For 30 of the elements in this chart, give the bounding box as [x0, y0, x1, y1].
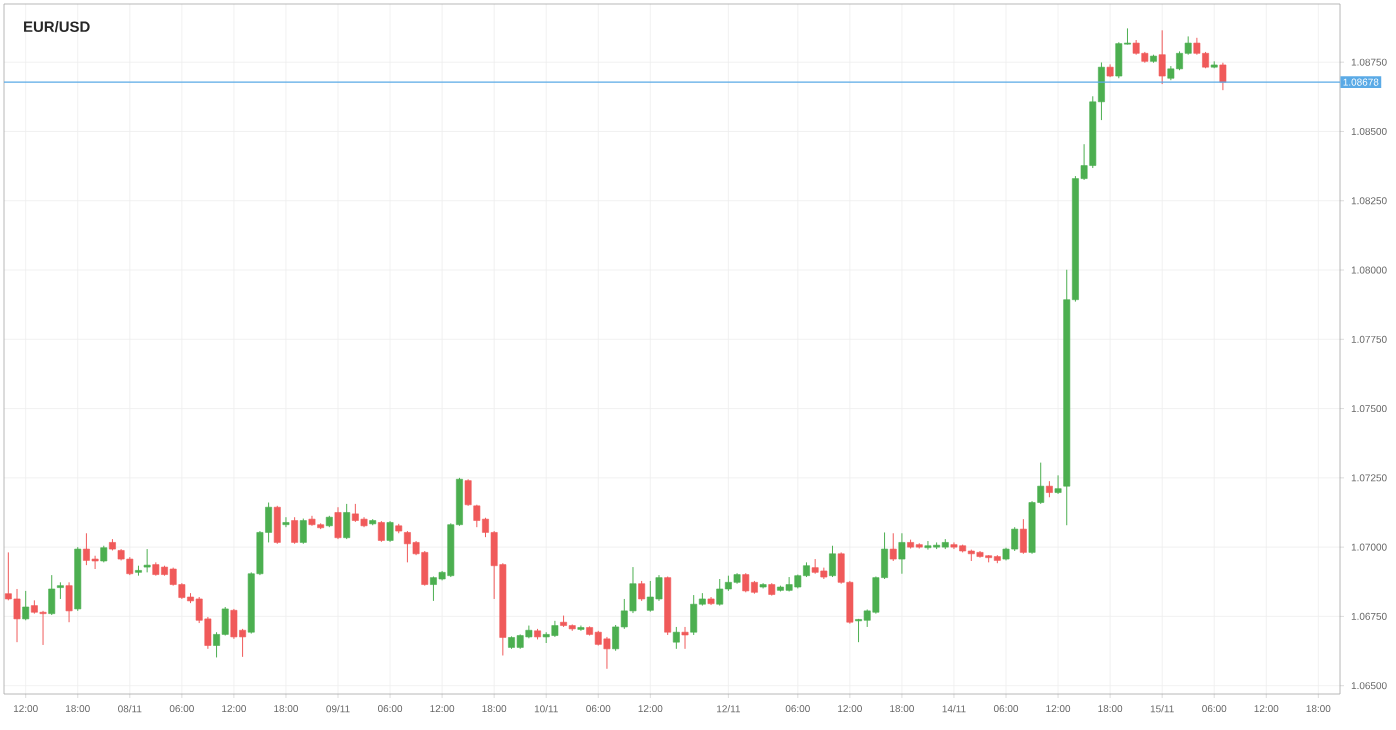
candlestick: [638, 580, 646, 602]
candlestick: [39, 610, 47, 646]
candlestick: [1115, 41, 1123, 79]
candlestick: [22, 590, 30, 621]
candlestick: [829, 545, 836, 578]
candlestick: [48, 574, 56, 616]
candlestick: [13, 588, 21, 643]
candlestick: [1054, 474, 1062, 495]
candlestick: [1019, 518, 1027, 555]
candlestick: [299, 518, 307, 545]
candlestick: [464, 478, 472, 507]
candlestick: [273, 505, 281, 545]
candlestick: [343, 503, 351, 540]
candlestick: [1219, 62, 1227, 91]
candlestick: [672, 626, 680, 650]
candlestick: [282, 516, 290, 528]
candlestick: [334, 506, 342, 540]
candlestick: [681, 626, 689, 650]
candlestick: [386, 520, 394, 543]
candlestick: [1158, 29, 1166, 85]
candlestick: [143, 548, 151, 573]
candlestick: [889, 532, 897, 562]
candlestick: [291, 516, 299, 545]
candlestick: [65, 581, 73, 623]
candlestick: [377, 520, 385, 543]
candlestick: [91, 555, 99, 570]
candlestick: [898, 532, 906, 575]
candlestick: [690, 594, 698, 636]
candlestick: [230, 608, 238, 640]
candlestick: [716, 578, 724, 607]
